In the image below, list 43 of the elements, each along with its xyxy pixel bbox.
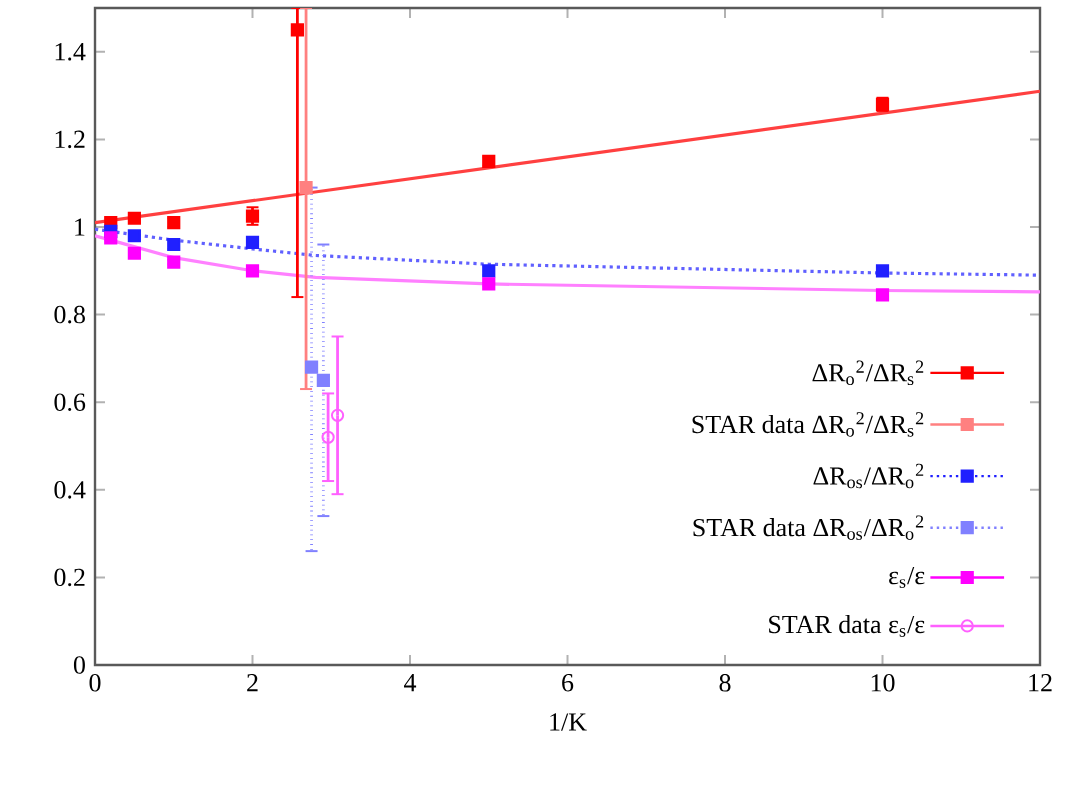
y-tick-label: 0.6 (54, 393, 86, 412)
point (104, 231, 118, 245)
x-tick-label: 2 (247, 674, 258, 692)
legend-label: ε$_{s}$/ε (889, 566, 925, 588)
point (304, 360, 319, 374)
x-tick-label: 4 (404, 674, 417, 692)
point (127, 211, 141, 225)
y-tick-label: 0.8 (54, 305, 85, 324)
point (127, 229, 141, 243)
point (482, 264, 496, 278)
point (245, 235, 260, 249)
legend-label: ΔR$_{os}$/ΔR$_{o}$2 (813, 463, 924, 489)
point (875, 264, 890, 278)
point (482, 154, 496, 168)
legend-label: ΔR$_{o}$$^{2}$/ΔR$_{s}$2 (812, 360, 924, 386)
point (167, 216, 181, 230)
legend-label: STAR data ε$_{s}$/ε (769, 614, 925, 637)
legend-label: STAR data ΔR$_{os}$/ΔR$_{o}$2 (693, 515, 924, 540)
point (316, 373, 330, 387)
y-tick-label: 1.4 (55, 43, 86, 61)
point (127, 246, 141, 260)
y-tick-label: 0.4 (54, 480, 86, 499)
x-tick-label: 0 (89, 674, 101, 692)
y-tick-label: 0 (73, 656, 85, 674)
point (290, 23, 304, 37)
point (167, 255, 181, 269)
point (330, 408, 345, 422)
y-tick-label: 1 (75, 218, 85, 236)
x-tick-label: 8 (719, 674, 731, 692)
point (482, 277, 496, 291)
y-tick-label: 1.2 (55, 130, 85, 149)
point (245, 209, 260, 223)
point (875, 288, 890, 302)
x-axis-title: 1/K (550, 713, 587, 731)
legend-label: STAR data ΔR$_{o}$$^{2}$/ΔR$_{s}$2 (692, 412, 924, 437)
x-tick-label: 10 (871, 674, 895, 692)
point (321, 430, 335, 444)
point (167, 237, 181, 252)
point (245, 264, 260, 278)
x-tick-label: 6 (562, 674, 574, 692)
y-tick-label: 0.2 (54, 568, 85, 587)
x-tick-label: 12 (1029, 674, 1052, 692)
point (299, 180, 313, 195)
